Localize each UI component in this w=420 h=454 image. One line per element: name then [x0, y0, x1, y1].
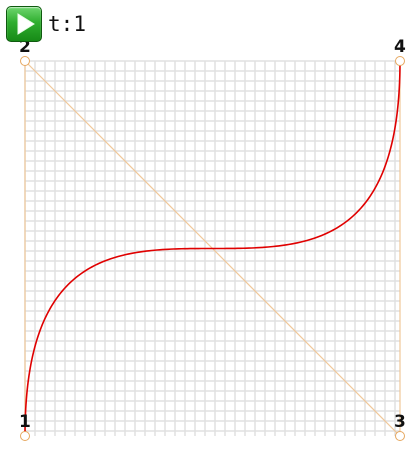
control-point-handle-3[interactable]: [395, 431, 405, 441]
bezier-curve-group: [24, 60, 401, 437]
t-value: 1: [73, 12, 86, 36]
control-point-label-1: 1: [19, 412, 31, 432]
control-point-label-4: 4: [394, 37, 406, 57]
control-point-label-2: 2: [19, 37, 31, 57]
control-point-handle-4[interactable]: [395, 56, 405, 66]
play-icon: [17, 13, 35, 35]
t-readout: t:1: [48, 12, 86, 36]
grid: [24, 60, 400, 436]
play-button[interactable]: [6, 6, 42, 42]
control-point-label-3: 3: [394, 412, 406, 432]
t-label: t: [48, 12, 61, 36]
bezier-curve: [24, 60, 401, 437]
control-point-handle-1[interactable]: [20, 431, 30, 441]
control-point-handle-2[interactable]: [20, 56, 30, 66]
control-points[interactable]: 1 2 3 4: [19, 37, 406, 441]
